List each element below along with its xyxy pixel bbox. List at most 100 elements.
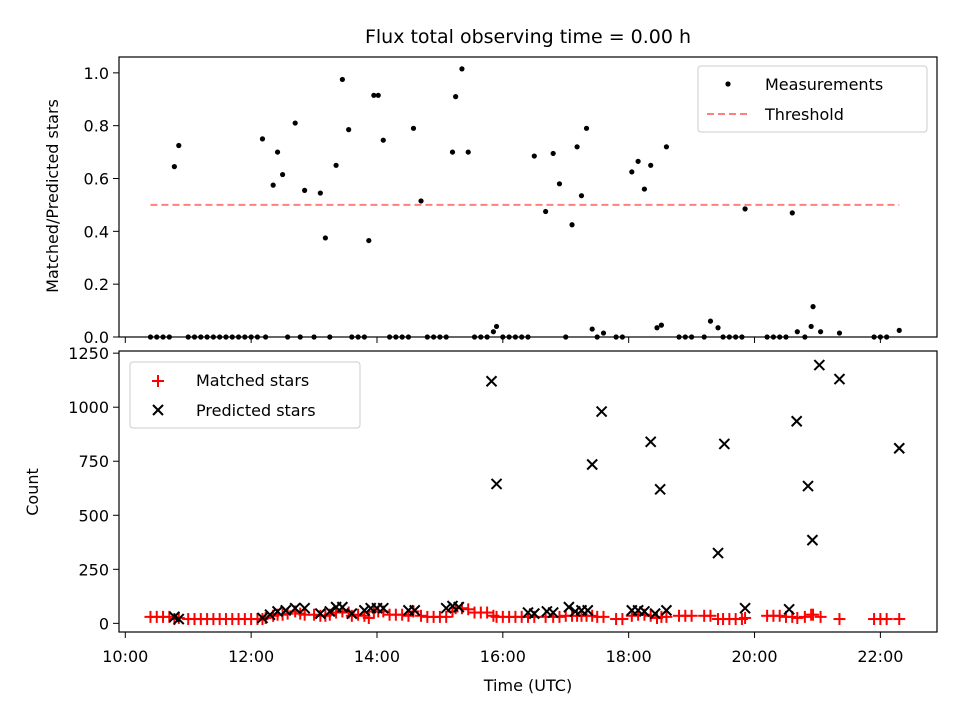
bottom-y-tick-label: 750 xyxy=(78,452,109,471)
matched-star-point xyxy=(685,609,698,622)
predicted-star-point xyxy=(324,605,336,618)
top-y-axis-label: Matched/Predicted stars xyxy=(43,99,62,293)
matched-star-point xyxy=(833,613,846,626)
measurement-point xyxy=(453,94,459,100)
predicted-star-point xyxy=(582,604,594,617)
top-plot-area xyxy=(147,66,902,340)
matched-star-point xyxy=(880,613,893,626)
predicted-star-point xyxy=(409,604,421,617)
measurement-point xyxy=(896,327,902,333)
bottom-x-tick-label: 20:00 xyxy=(731,647,777,666)
measurement-point xyxy=(410,125,417,131)
predicted-star-point xyxy=(485,375,498,387)
predicted-star-point xyxy=(739,602,751,614)
predicted-star-point xyxy=(644,436,657,448)
measurement-point xyxy=(808,323,814,330)
predicted-star-point xyxy=(453,601,465,613)
predicted-star-point xyxy=(346,607,358,620)
bottom-legend: Matched stars Predicted stars xyxy=(129,361,361,429)
predicted-star-point xyxy=(586,458,598,471)
measurement-point xyxy=(259,136,266,142)
matched-star-point xyxy=(893,613,906,626)
predicted-star-point xyxy=(802,480,814,492)
measurement-point xyxy=(810,304,816,310)
measurement-point xyxy=(333,162,339,168)
measurement-point xyxy=(322,235,328,241)
matched-star-point xyxy=(807,608,820,621)
bottom-axes-frame xyxy=(118,350,938,633)
measurement-point xyxy=(317,190,323,196)
measurement-point xyxy=(292,120,298,126)
predicted-star-point xyxy=(298,602,311,614)
top-panel: Flux total observing time = 0.00 h Match… xyxy=(43,26,938,347)
predicted-star-point xyxy=(490,478,503,490)
top-y-tick-label: 0.8 xyxy=(84,117,109,136)
measurement-point xyxy=(465,149,471,155)
predicted-star-point xyxy=(173,613,185,625)
bottom-legend-box xyxy=(129,361,361,429)
measurement-point xyxy=(574,144,580,150)
measurement-point xyxy=(449,149,456,155)
matched-star-point xyxy=(553,610,566,623)
measurement-point xyxy=(270,182,276,188)
predicted-star-point xyxy=(280,604,292,617)
predicted-star-point xyxy=(654,483,666,496)
predicted-star-point xyxy=(649,607,661,620)
bottom-x-tick-label: 12:00 xyxy=(228,647,274,666)
predicted-star-point xyxy=(638,605,651,618)
bottom-y-tick-label: 500 xyxy=(78,506,109,525)
measurement-point xyxy=(589,326,595,332)
bottom-x-tick-label: 22:00 xyxy=(857,647,903,666)
top-legend-box xyxy=(697,65,928,133)
predicted-star-point xyxy=(336,601,349,613)
measurement-point xyxy=(742,206,748,212)
predicted-star-point xyxy=(718,438,731,450)
bottom-plot-area xyxy=(144,359,906,626)
legend-matched-label: Matched stars xyxy=(196,371,309,390)
matched-star-point xyxy=(791,611,804,624)
predicted-star-point xyxy=(264,609,276,621)
bottom-panel: Count Time (UTC) 0 250 500 750 1000 1250 10:00… xyxy=(23,344,938,695)
measurement-point xyxy=(556,181,563,187)
predicted-star-point xyxy=(358,604,371,617)
measurement-point xyxy=(171,164,177,170)
legend-matched-marker xyxy=(152,375,164,387)
matched-star-point xyxy=(644,609,657,622)
measurement-point xyxy=(371,92,377,98)
measurement-point xyxy=(836,330,843,336)
matched-star-point xyxy=(462,603,475,616)
measurement-point xyxy=(658,322,664,328)
measurement-point xyxy=(380,137,386,143)
matched-star-point xyxy=(814,610,827,623)
measurement-point xyxy=(366,237,372,244)
predicted-star-point xyxy=(893,442,905,454)
measurement-point xyxy=(459,66,465,72)
measurement-point xyxy=(493,323,500,330)
measurement-point xyxy=(543,208,549,215)
measurement-point xyxy=(654,325,660,331)
chart-title: Flux total observing time = 0.00 h xyxy=(365,26,691,48)
predicted-star-point xyxy=(813,359,826,371)
top-y-tick-label: 0.0 xyxy=(84,328,109,347)
matched-star-point xyxy=(739,611,752,624)
measurement-point xyxy=(531,153,537,159)
bottom-x-tick-label: 16:00 xyxy=(480,647,526,666)
measurement-point xyxy=(339,76,345,83)
bottom-y-axis-label: Count xyxy=(23,468,42,516)
measurement-point xyxy=(635,158,641,164)
predicted-star-point xyxy=(289,602,301,614)
bottom-x-tick-label: 14:00 xyxy=(354,647,400,666)
measurement-point xyxy=(302,187,308,193)
matched-star-point xyxy=(597,610,610,623)
matched-star-point xyxy=(396,608,409,621)
measurement-point xyxy=(583,125,590,131)
predicted-star-point xyxy=(712,547,724,559)
measurement-point xyxy=(794,329,800,335)
matched-star-point xyxy=(616,613,629,626)
bottom-y-tick-label: 1000 xyxy=(68,398,109,417)
measurement-point xyxy=(418,198,424,204)
measurement-point xyxy=(817,329,824,335)
predicted-star-point xyxy=(256,612,269,624)
matched-star-point xyxy=(440,610,453,623)
